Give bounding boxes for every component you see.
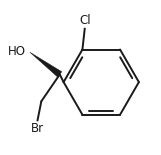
Polygon shape xyxy=(30,52,62,77)
Text: Cl: Cl xyxy=(80,14,91,27)
Text: HO: HO xyxy=(8,45,26,58)
Text: Br: Br xyxy=(31,122,44,135)
